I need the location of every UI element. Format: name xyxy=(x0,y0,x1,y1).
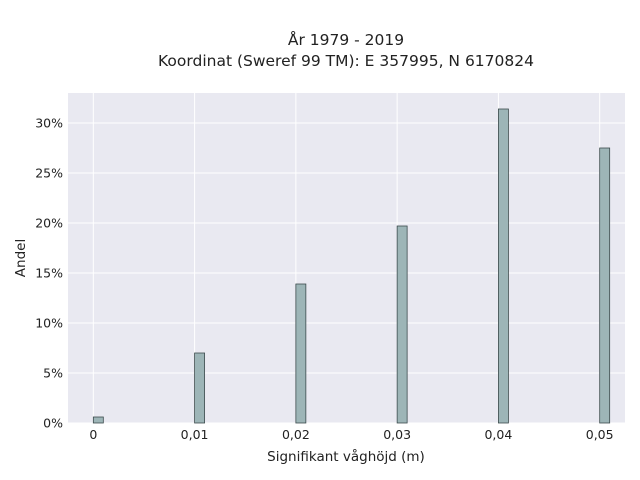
x-axis-label: Signifikant våghöjd (m) xyxy=(267,448,425,465)
chart-title-line-2: Koordinat (Sweref 99 TM): E 357995, N 61… xyxy=(158,52,534,70)
x-axis-ticks: 0 0,01 0,02 0,03 0,04 0,05 xyxy=(89,427,613,442)
x-tick-label: 0,02 xyxy=(282,427,310,442)
x-tick-label: 0 xyxy=(89,427,97,442)
plot-area xyxy=(68,93,625,423)
chart-title-line-1: År 1979 - 2019 xyxy=(288,30,404,49)
x-tick-label: 0,03 xyxy=(383,427,411,442)
y-tick-label: 10% xyxy=(35,316,63,331)
x-tick-label: 0,01 xyxy=(181,427,209,442)
y-tick-label: 5% xyxy=(43,366,63,381)
bar xyxy=(295,283,307,424)
bar xyxy=(92,416,104,424)
y-axis-ticks: 0% 5% 10% 15% 20% 25% 30% xyxy=(35,116,63,431)
x-tick-label: 0,05 xyxy=(586,427,614,442)
y-tick-label: 20% xyxy=(35,216,63,231)
y-tick-label: 30% xyxy=(35,116,63,131)
y-tick-label: 15% xyxy=(35,266,63,281)
y-tick-label: 25% xyxy=(35,166,63,181)
bar xyxy=(194,352,205,424)
bar xyxy=(599,147,611,424)
y-axis-label: Andel xyxy=(13,239,29,277)
bar xyxy=(396,225,408,424)
bar xyxy=(498,108,509,424)
bars xyxy=(92,108,611,424)
x-tick-label: 0,04 xyxy=(484,427,512,442)
y-tick-label: 0% xyxy=(43,416,63,431)
